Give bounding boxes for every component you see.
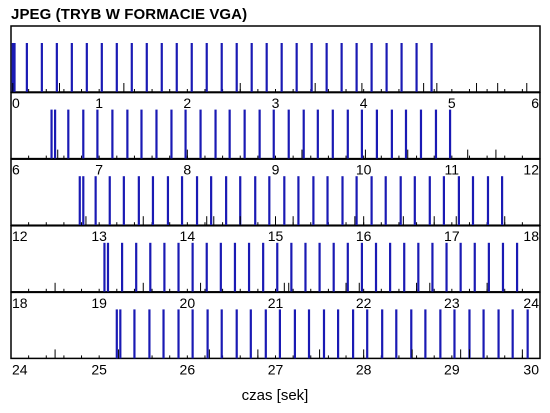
tick-label: 3 [272, 95, 280, 111]
tick-label: 24 [12, 361, 28, 377]
tick-label: 18 [523, 228, 539, 244]
tick-label: 12 [12, 228, 28, 244]
tick-label: 8 [183, 162, 191, 178]
tick-label: 12 [523, 162, 539, 178]
tick-label: 2 [183, 95, 191, 111]
tick-label: 9 [272, 162, 280, 178]
tick-label: 6 [531, 95, 539, 111]
panel-3: 12 13 14 15 16 17 18 [10, 158, 541, 244]
tick-label: 11 [445, 162, 460, 178]
panel-5: 24 25 26 27 28 29 30 [10, 291, 541, 377]
panel-4: 18 19 20 21 22 23 24 [10, 225, 541, 311]
panel-1: 0 1 2 3 4 5 6 [10, 25, 541, 111]
tick-label: 21 [268, 295, 284, 311]
tick-label: 1 [95, 95, 103, 111]
panel-frame [10, 25, 541, 93]
tick-label: 15 [268, 228, 284, 244]
chart-title: JPEG (TRYB W FORMACIE VGA) [11, 6, 248, 23]
tick-label: 0 [12, 95, 20, 111]
tick-label: 22 [356, 295, 372, 311]
tick-label: 16 [356, 228, 372, 244]
panel-2: 6 7 8 9 10 11 12 [10, 91, 541, 178]
tick-label: 30 [523, 361, 539, 377]
tick-label: 20 [180, 295, 196, 311]
tick-label: 27 [268, 361, 284, 377]
tick-label: 25 [91, 361, 107, 377]
tick-label: 14 [180, 228, 196, 244]
tick-label: 5 [448, 95, 456, 111]
tick-label: 13 [91, 228, 107, 244]
x-axis-label: czas [sek] [242, 387, 309, 404]
tick-label: 18 [12, 295, 28, 311]
tick-label: 6 [12, 162, 20, 178]
tick-label: 29 [444, 361, 460, 377]
tick-label: 7 [95, 162, 103, 178]
tick-label: 24 [523, 295, 539, 311]
tick-label: 26 [180, 361, 196, 377]
tick-label: 4 [360, 95, 368, 111]
tick-label: 23 [444, 295, 460, 311]
tick-label: 10 [356, 162, 372, 178]
tick-label: 28 [356, 361, 372, 377]
tick-label: 17 [444, 228, 460, 244]
tick-label: 19 [91, 295, 107, 311]
